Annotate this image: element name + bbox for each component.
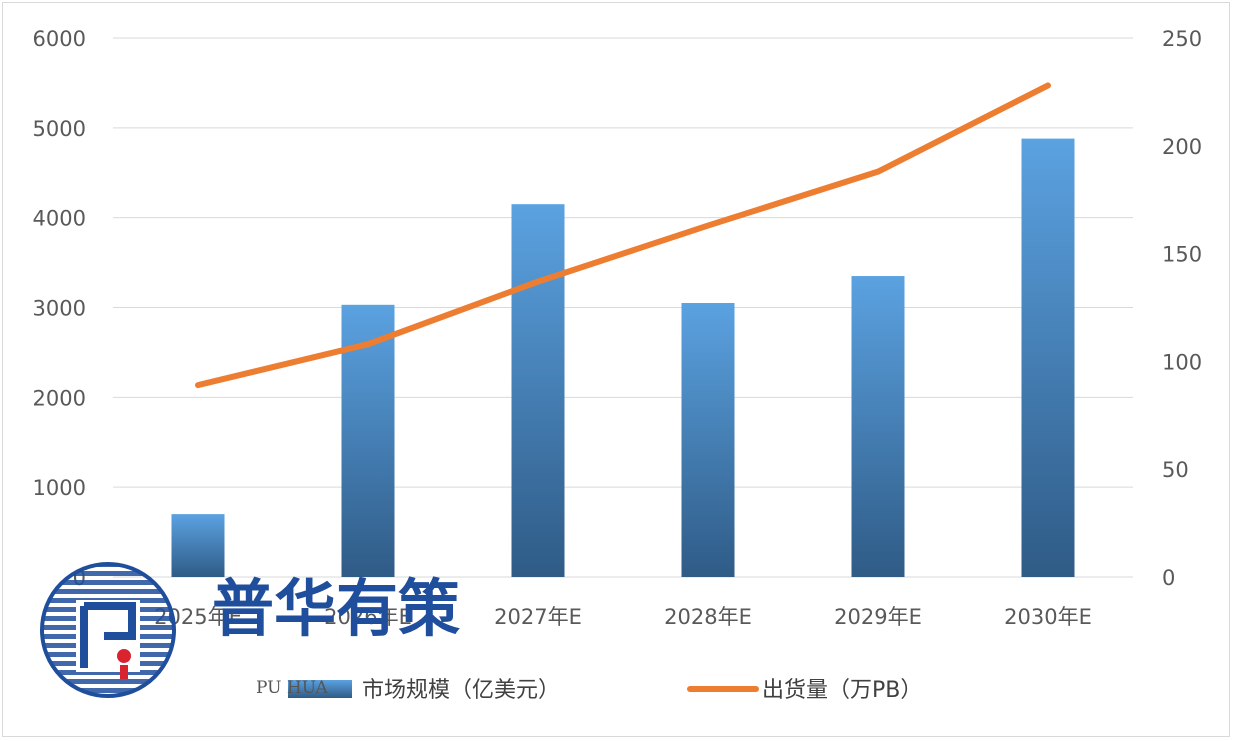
x-tick-label: 2026年E [324, 605, 412, 629]
x-axis: 2025年E 2026年E 2027年E 2028年E 2029年E 2030年E [154, 605, 1092, 629]
x-tick-label: 2028年E [664, 605, 752, 629]
bar [511, 204, 565, 578]
bar-series [171, 138, 1075, 578]
line-series [195, 82, 1051, 389]
watermark-title: 普华有策 [212, 572, 460, 645]
legend-bar-swatch [288, 680, 352, 698]
bar [171, 514, 225, 577]
watermark: 普华有策 PU HUA [40, 562, 460, 698]
right-tick-label: 150 [1162, 243, 1202, 267]
line-series-path [195, 82, 1051, 389]
left-tick-label: 5000 [33, 117, 86, 141]
left-tick-label: 3000 [33, 297, 86, 321]
watermark-subtitle: PU HUA [256, 678, 329, 698]
x-tick-label: 2029年E [834, 605, 922, 629]
x-tick-label: 2027年E [494, 605, 582, 629]
legend-line-label: 出货量（万PB） [762, 678, 922, 703]
legend-bar-label: 市场规模（亿美元） [362, 678, 560, 703]
legend: 市场规模（亿美元） 出货量（万PB） [288, 678, 922, 703]
left-tick-label: 1000 [33, 476, 86, 500]
bar [681, 303, 735, 577]
puhua-logo-icon [40, 562, 176, 698]
right-tick-label: 100 [1162, 350, 1202, 374]
x-tick-label: 2030年E [1004, 605, 1092, 629]
bar [1021, 138, 1075, 577]
left-tick-label: 4000 [33, 207, 86, 231]
right-tick-label: 200 [1162, 135, 1202, 159]
right-tick-label: 50 [1162, 458, 1189, 482]
right-axis: 0 50 100 150 200 250 [1162, 27, 1202, 590]
right-tick-label: 0 [1162, 566, 1175, 590]
left-tick-label: 6000 [33, 27, 86, 51]
left-tick-label: 2000 [33, 386, 86, 410]
bar [851, 276, 905, 577]
right-tick-label: 250 [1162, 27, 1202, 51]
